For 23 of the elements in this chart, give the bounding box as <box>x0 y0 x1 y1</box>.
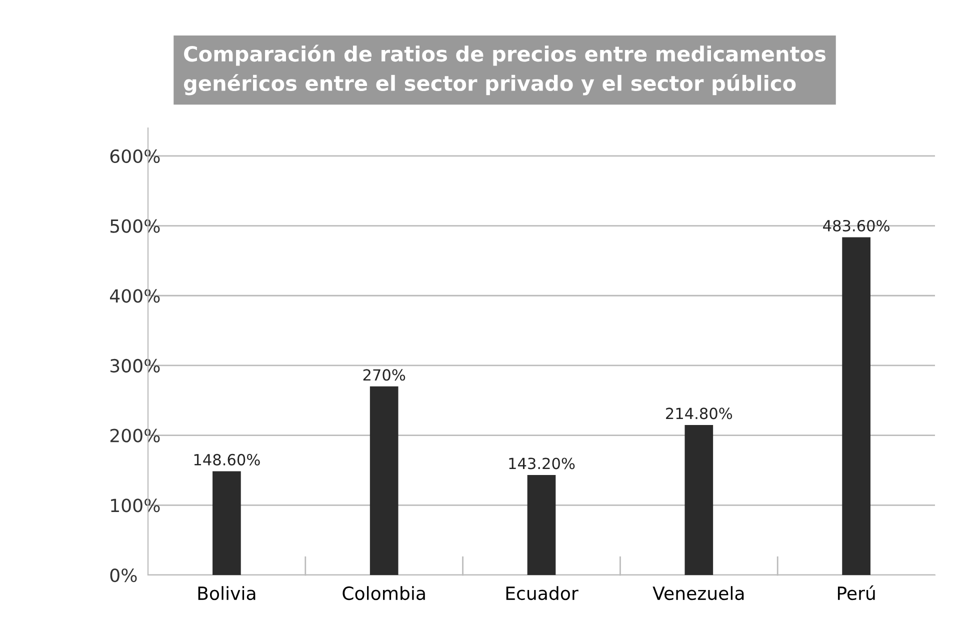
y-tick-label: 400% <box>110 289 160 303</box>
x-tick-label: Colombia <box>342 586 425 600</box>
x-tick-label: Bolivia <box>198 586 256 600</box>
data-label: 270% <box>363 369 406 381</box>
y-tick-label: 600% <box>110 149 160 164</box>
y-tick-label: 200% <box>110 428 160 442</box>
bar <box>527 474 556 575</box>
y-tick-label: 500% <box>110 219 160 233</box>
x-tick-label: Ecuador <box>506 586 578 600</box>
data-label: 483.60% <box>823 220 890 232</box>
x-tick-label: Venezuela <box>652 586 744 600</box>
bar <box>684 424 714 575</box>
data-label: 214.80% <box>666 408 732 420</box>
chart-title: Comparación de ratios de precios entre medicamentos genéricos entre el sector privado y el sector público <box>184 44 826 96</box>
x-tick-label: Perú <box>838 585 875 600</box>
data-label: 148.60% <box>194 454 260 466</box>
y-tick-label: 0% <box>110 568 137 582</box>
y-tick-label: 300% <box>110 358 160 373</box>
data-label: 143.20% <box>509 458 575 470</box>
y-tick-label: 100% <box>111 498 160 512</box>
bar <box>212 471 241 575</box>
bar <box>842 237 870 575</box>
bar <box>370 386 398 575</box>
